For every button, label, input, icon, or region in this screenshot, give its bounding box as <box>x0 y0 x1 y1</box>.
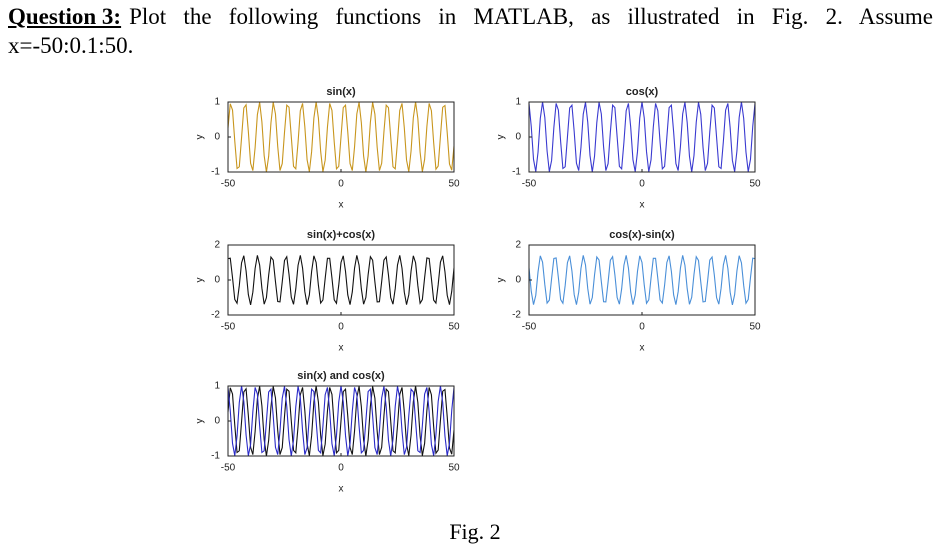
x-tick-label: -50 <box>522 179 537 190</box>
x-tick-label: 0 <box>338 179 344 190</box>
x-axis-label: x <box>640 343 645 354</box>
series-line <box>227 255 455 305</box>
x-tick-label: 0 <box>639 179 645 190</box>
x-tick-label: -50 <box>221 179 236 190</box>
question-text: Plot the following functions in MATLAB, … <box>129 4 933 29</box>
x-axis-label: x <box>339 484 344 495</box>
question-text: x=-50:0.1:50. <box>8 33 134 58</box>
chart-title: cos(x) <box>626 86 659 98</box>
y-axis-label: y <box>496 135 507 140</box>
chart-title: sin(x) <box>326 86 356 98</box>
y-tick-label: -1 <box>512 167 521 178</box>
y-axis-label: y <box>195 278 206 283</box>
y-tick-label: 0 <box>214 132 220 143</box>
x-tick-label: 0 <box>338 463 344 474</box>
x-tick-label: -50 <box>221 463 236 474</box>
chart-title: cos(x)-sin(x) <box>609 229 675 241</box>
x-axis-label: x <box>339 343 344 354</box>
question-line: Question 3: Plot the following functions… <box>8 2 933 31</box>
figure-caption: Fig. 2 <box>449 519 500 544</box>
x-tick-label: 50 <box>448 179 460 190</box>
y-tick-label: 0 <box>214 275 220 286</box>
x-axis-label: x <box>640 200 645 211</box>
plot-area <box>529 245 755 315</box>
plot-area <box>228 245 454 315</box>
series-line <box>227 101 455 173</box>
y-tick-label: -1 <box>211 167 220 178</box>
series-line <box>227 385 455 457</box>
x-tick-label: 50 <box>448 463 460 474</box>
y-tick-label: 0 <box>214 416 220 427</box>
y-tick-label: 1 <box>214 381 220 392</box>
chart-title: sin(x)+cos(x) <box>307 229 375 241</box>
x-tick-label: 50 <box>749 322 761 333</box>
y-tick-label: 2 <box>515 240 521 251</box>
x-tick-label: -50 <box>221 322 236 333</box>
y-tick-label: 1 <box>515 97 521 108</box>
y-tick-label: 0 <box>515 275 521 286</box>
question-label: Question 3: <box>8 4 122 29</box>
y-axis-label: y <box>195 135 206 140</box>
y-tick-label: 0 <box>515 132 521 143</box>
x-tick-label: 0 <box>639 322 645 333</box>
plot-area <box>529 102 755 172</box>
y-axis-label: y <box>496 278 507 283</box>
x-tick-label: -50 <box>522 322 537 333</box>
question: Question 3: Plot the following functions… <box>8 2 933 60</box>
x-tick-label: 50 <box>749 179 761 190</box>
x-tick-label: 50 <box>448 322 460 333</box>
y-tick-label: -2 <box>211 310 220 321</box>
chart-title: sin(x) and cos(x) <box>297 370 385 382</box>
x-axis-label: x <box>339 200 344 211</box>
y-tick-label: 1 <box>214 97 220 108</box>
y-tick-label: -1 <box>211 451 220 462</box>
x-tick-label: 0 <box>338 322 344 333</box>
y-tick-label: -2 <box>512 310 521 321</box>
y-axis-label: y <box>195 419 206 424</box>
series-line <box>528 255 756 305</box>
y-tick-label: 2 <box>214 240 220 251</box>
